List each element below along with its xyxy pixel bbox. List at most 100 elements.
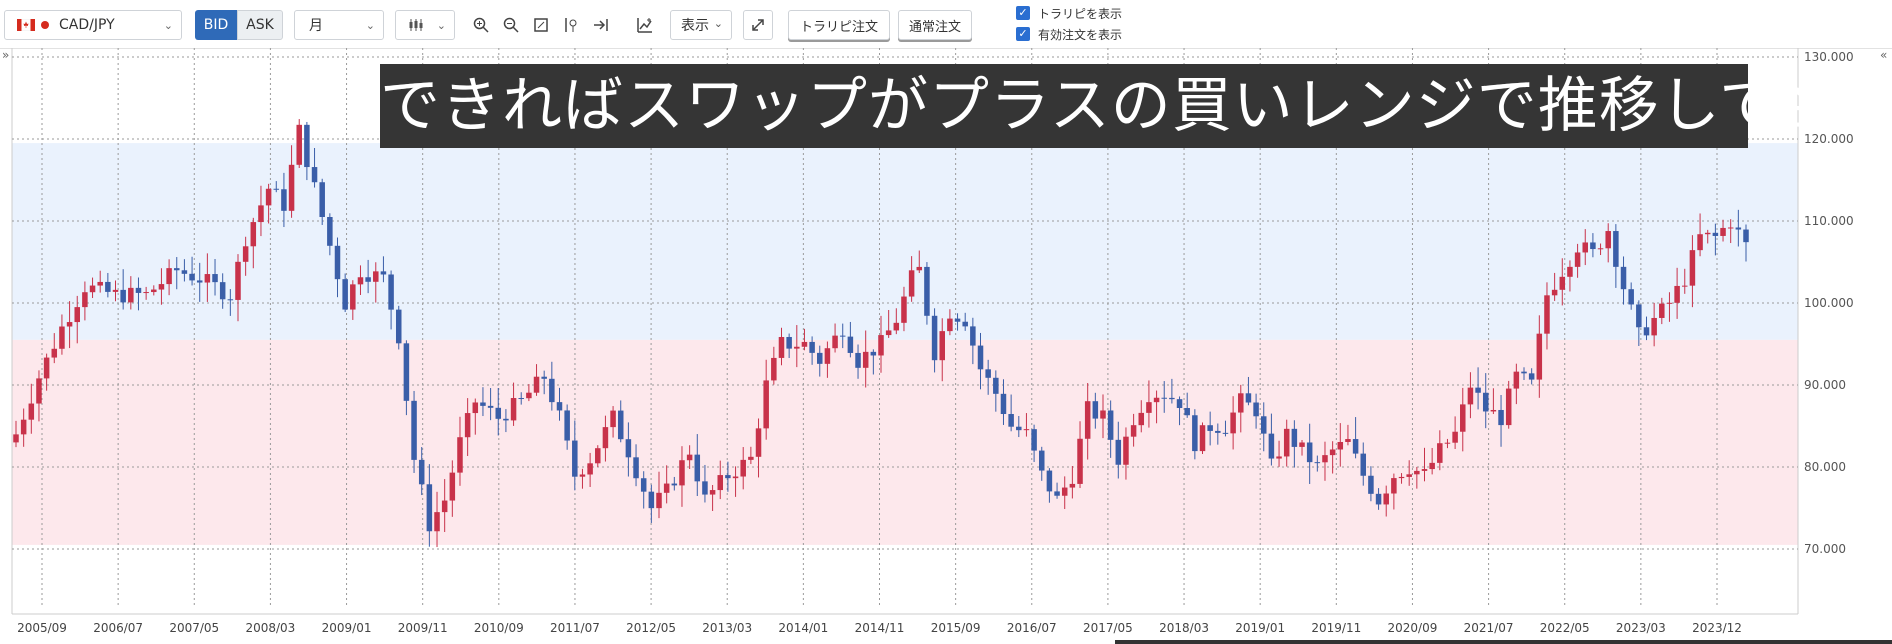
chart-type-select[interactable]: ⌄	[395, 10, 455, 40]
candle-down	[572, 440, 578, 477]
candle-up	[1704, 232, 1711, 235]
candle-down	[1291, 428, 1298, 447]
show-active-orders-checkbox[interactable]: ✓	[1016, 27, 1030, 41]
candle-down	[1375, 493, 1382, 505]
candle-up	[36, 378, 42, 404]
candle-down	[411, 400, 417, 460]
candle-up	[801, 341, 808, 347]
candle-down	[1016, 426, 1022, 431]
candle-up	[1666, 302, 1673, 304]
candle-down	[181, 270, 188, 274]
candle-down	[1054, 491, 1060, 496]
candle-down	[342, 279, 348, 310]
candle-up	[357, 277, 364, 285]
candle-down	[1314, 462, 1321, 464]
candle-up	[862, 351, 869, 368]
candle-up	[1391, 478, 1397, 494]
zoom-in-button[interactable]	[466, 10, 496, 40]
candle-down	[1046, 470, 1053, 492]
candle-up	[686, 454, 693, 461]
date-tick-label: 2009/11	[398, 621, 448, 635]
ask-button[interactable]: ASK	[237, 10, 283, 40]
candle-down	[817, 352, 823, 364]
candle-up	[89, 285, 96, 293]
candle-down	[694, 454, 701, 482]
jump-to-end-button[interactable]	[586, 10, 616, 40]
date-tick-label: 2006/07	[93, 621, 143, 635]
candle-down	[1352, 439, 1359, 454]
candle-down	[403, 343, 410, 401]
candle-up	[1329, 449, 1336, 456]
fit-icon	[534, 18, 548, 32]
candle-down	[426, 484, 433, 532]
display-menu-button[interactable]: 表示 ⌄	[670, 10, 732, 40]
candle-up	[1452, 431, 1458, 443]
candle-up	[510, 398, 517, 421]
double-chevron-icon: ⌄	[713, 17, 723, 30]
candle-down	[1092, 401, 1099, 419]
candle-down	[541, 376, 547, 379]
candle-down	[855, 352, 861, 368]
fit-button[interactable]	[526, 10, 556, 40]
candle-up	[610, 410, 616, 428]
candle-down	[1268, 433, 1275, 459]
zoom-out-button[interactable]	[496, 10, 526, 40]
candle-down	[633, 457, 639, 479]
candle-up	[151, 289, 157, 293]
crosshair-button[interactable]	[556, 10, 586, 40]
left-panel-toggle-icon[interactable]: »	[2, 48, 10, 62]
candle-down	[1031, 429, 1037, 451]
candle-up	[296, 124, 302, 165]
candle-up	[1337, 441, 1344, 450]
right-panel-toggle-icon[interactable]: «	[1880, 48, 1888, 62]
candle-down	[1008, 414, 1014, 427]
candle-down	[120, 289, 126, 303]
candle-down	[388, 274, 394, 310]
candle-up	[1199, 425, 1206, 452]
candle-up	[464, 413, 471, 438]
candle-down	[549, 378, 555, 403]
candle-down	[970, 326, 976, 346]
candle-down	[212, 274, 218, 283]
candle-down	[1222, 432, 1229, 434]
candle-up	[74, 307, 80, 323]
display-label: 表示	[681, 18, 709, 34]
candle-down	[219, 282, 226, 300]
candle-up	[204, 274, 211, 283]
candle-up	[1437, 443, 1443, 463]
trarip-order-button[interactable]: トラリピ注文	[788, 10, 890, 40]
candle-up	[1299, 442, 1305, 447]
candle-up	[1659, 303, 1665, 318]
indicator-button[interactable]	[630, 10, 660, 40]
candle-down	[135, 287, 142, 293]
date-tick-label: 2019/01	[1235, 621, 1285, 635]
candle-up	[832, 335, 838, 349]
normal-order-button[interactable]: 通常注文	[898, 10, 972, 40]
expand-icon	[752, 19, 764, 31]
price-chart[interactable]: 130.000 120.000 110.000 100.000 90.000 80.000…	[0, 48, 1892, 644]
bid-button[interactable]: BID	[195, 10, 237, 40]
expand-button[interactable]	[743, 10, 773, 40]
horizontal-scrollbar[interactable]	[1115, 640, 1892, 644]
candle-up	[1605, 231, 1611, 249]
candle-up	[763, 380, 769, 429]
candle-down	[1192, 415, 1198, 452]
timeframe-select[interactable]: 月 ⌄	[294, 10, 384, 40]
candle-down	[985, 369, 991, 378]
date-tick-label: 2008/03	[245, 621, 295, 635]
candle-up	[947, 318, 953, 332]
candle-down	[1482, 392, 1489, 412]
candle-down	[273, 188, 280, 190]
candle-up	[242, 246, 249, 262]
candle-down	[671, 483, 678, 486]
zoom-out-icon	[503, 17, 519, 33]
candle-up	[1460, 404, 1466, 432]
candle-down	[1643, 327, 1650, 336]
symbol-label: CAD/JPY	[59, 17, 115, 33]
candle-down	[1115, 439, 1122, 465]
show-trarip-checkbox[interactable]: ✓	[1016, 6, 1030, 20]
candle-down	[617, 410, 624, 440]
symbol-select[interactable]: CAD/JPY ⌄	[4, 10, 182, 40]
candle-up	[1490, 409, 1497, 412]
overlay-caption: できればスワップがプラスの買いレンジで推移して欲しい	[380, 64, 1892, 148]
